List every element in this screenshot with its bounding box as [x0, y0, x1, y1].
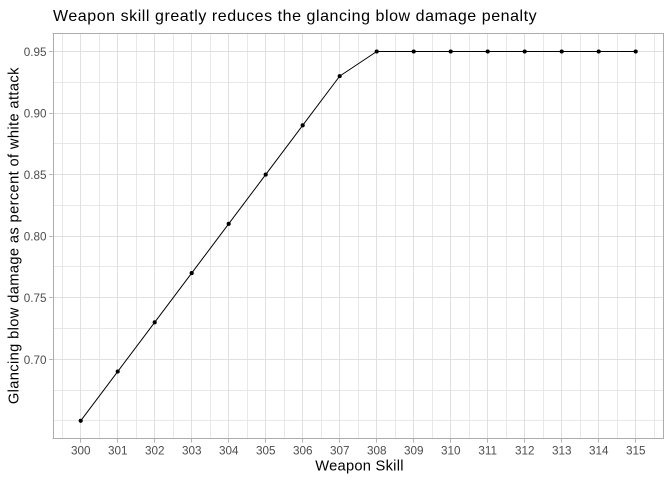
svg-text:311: 311 [478, 445, 497, 458]
svg-text:300: 300 [71, 445, 91, 458]
svg-text:303: 303 [182, 445, 202, 458]
svg-text:0.95: 0.95 [24, 46, 47, 59]
svg-text:0.90: 0.90 [24, 108, 47, 121]
svg-text:309: 309 [404, 445, 424, 458]
svg-text:301: 301 [108, 445, 128, 458]
svg-text:307: 307 [330, 445, 350, 458]
svg-text:0.85: 0.85 [24, 169, 47, 182]
svg-text:0.80: 0.80 [24, 231, 47, 244]
svg-text:0.70: 0.70 [24, 354, 47, 367]
svg-text:Weapon skill greatly reduces t: Weapon skill greatly reduces the glancin… [53, 8, 537, 25]
svg-text:310: 310 [441, 445, 461, 458]
svg-text:314: 314 [589, 445, 609, 458]
svg-text:308: 308 [367, 445, 387, 458]
svg-text:315: 315 [626, 445, 646, 458]
svg-text:305: 305 [256, 445, 276, 458]
svg-text:304: 304 [219, 445, 239, 458]
svg-text:Glancing blow damage as percen: Glancing blow damage as percent of white… [6, 67, 22, 404]
svg-text:302: 302 [145, 445, 165, 458]
svg-text:0.75: 0.75 [24, 292, 47, 305]
svg-text:312: 312 [515, 445, 535, 458]
svg-text:306: 306 [293, 445, 313, 458]
svg-text:313: 313 [552, 445, 572, 458]
svg-text:Weapon Skill: Weapon Skill [315, 458, 403, 474]
